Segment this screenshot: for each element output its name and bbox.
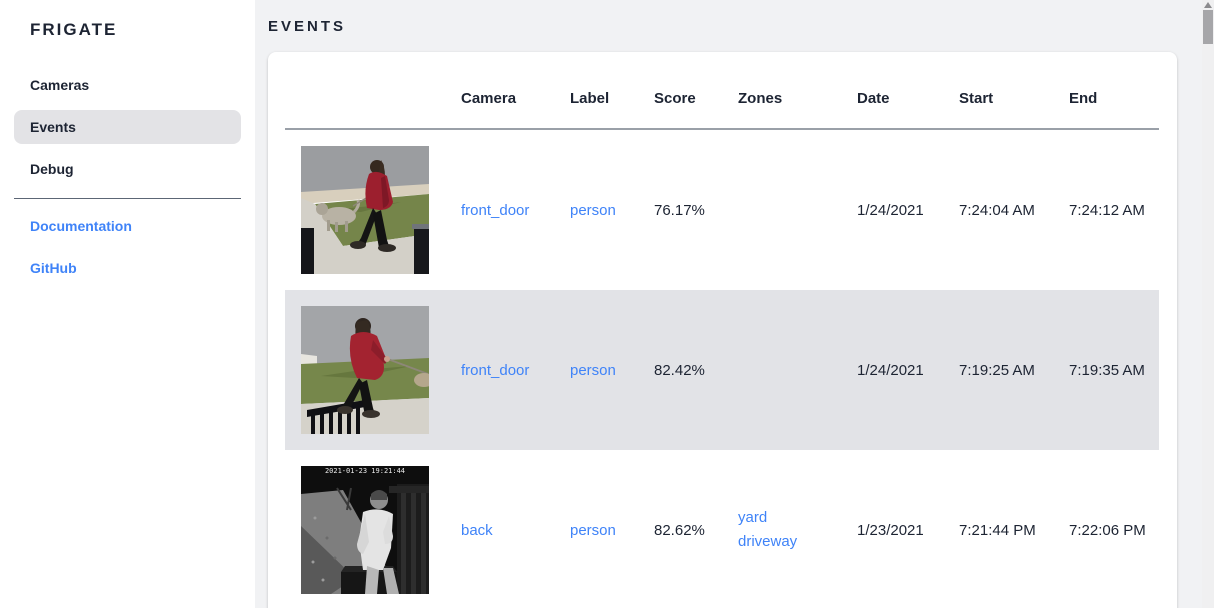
sidebar-item-cameras[interactable]: Cameras (30, 77, 90, 93)
header-camera: Camera (445, 52, 554, 130)
events-card: Camera Label Score Zones Date Start End (268, 52, 1177, 608)
camera-link[interactable]: front_door (461, 201, 530, 219)
sidebar-divider (14, 198, 241, 199)
frigate-logo: FRIGATE (30, 20, 118, 39)
zones-cell (722, 290, 841, 450)
zones-cell (722, 129, 841, 290)
sidebar-link-documentation[interactable]: Documentation (30, 218, 132, 234)
label-link[interactable]: person (570, 201, 616, 219)
zones-cell: yard driveway (722, 450, 841, 608)
page-title: EVENTS (268, 18, 347, 35)
end-value: 7:24:12 AM (1069, 201, 1145, 219)
thumbnail-cell (285, 290, 445, 450)
label-link[interactable]: person (570, 361, 616, 379)
event-row[interactable]: 2021-01-23 19:21:44 back person 82.62% y… (285, 450, 1159, 608)
sidebar-link-github[interactable]: GitHub (30, 260, 77, 276)
score-value: 82.62% (654, 521, 705, 539)
date-value: 1/24/2021 (857, 201, 924, 219)
events-table: Camera Label Score Zones Date Start End (285, 52, 1159, 608)
sidebar-item-debug[interactable]: Debug (30, 161, 74, 177)
date-value: 1/24/2021 (857, 361, 924, 379)
event-thumbnail-back-night[interactable]: 2021-01-23 19:21:44 (301, 466, 429, 594)
zone-link-yard[interactable]: yard (738, 509, 768, 526)
header-start: Start (943, 52, 1053, 130)
scrollbar-track[interactable] (1202, 0, 1214, 608)
event-row-selected[interactable]: front_door person 82.42% 1/24/2021 7:19:… (285, 290, 1159, 450)
header-label: Label (554, 52, 638, 130)
header-date: Date (841, 52, 943, 130)
end-value: 7:19:35 AM (1069, 361, 1145, 379)
start-value: 7:24:04 AM (959, 201, 1035, 219)
zone-link-driveway[interactable]: driveway (738, 533, 798, 550)
event-thumbnail-front-door-day-2[interactable] (301, 306, 429, 434)
table-header-row: Camera Label Score Zones Date Start End (285, 52, 1159, 130)
event-thumbnail-front-door-day[interactable] (301, 146, 429, 274)
date-value: 1/23/2021 (857, 521, 924, 539)
main-content: EVENTS Camera Label Score Zones Date (255, 0, 1214, 608)
sidebar: FRIGATE Cameras Events Debug Documentati… (0, 0, 255, 608)
header-thumbnail (285, 52, 445, 130)
sidebar-nav: Cameras Events Debug Documentation GitHu… (0, 68, 255, 285)
start-value: 7:21:44 PM (959, 521, 1036, 539)
end-value: 7:22:06 PM (1069, 521, 1146, 539)
scrollbar-thumb[interactable] (1203, 10, 1213, 44)
event-row[interactable]: front_door person 76.17% 1/24/2021 7:24:… (285, 129, 1159, 290)
score-value: 76.17% (654, 201, 705, 219)
camera-link[interactable]: back (461, 521, 493, 539)
score-value: 82.42% (654, 361, 705, 379)
thumbnail-timestamp: 2021-01-23 19:21:44 (325, 467, 405, 475)
start-value: 7:19:25 AM (959, 361, 1035, 379)
scroll-up-arrow-icon[interactable] (1204, 2, 1212, 8)
thumbnail-cell: 2021-01-23 19:21:44 (285, 450, 445, 608)
header-zones: Zones (722, 52, 841, 130)
thumbnail-cell (285, 129, 445, 290)
camera-link[interactable]: front_door (461, 361, 530, 379)
label-link[interactable]: person (570, 521, 616, 539)
header-score: Score (638, 52, 722, 130)
header-end: End (1053, 52, 1159, 130)
sidebar-item-events[interactable]: Events (14, 110, 241, 144)
